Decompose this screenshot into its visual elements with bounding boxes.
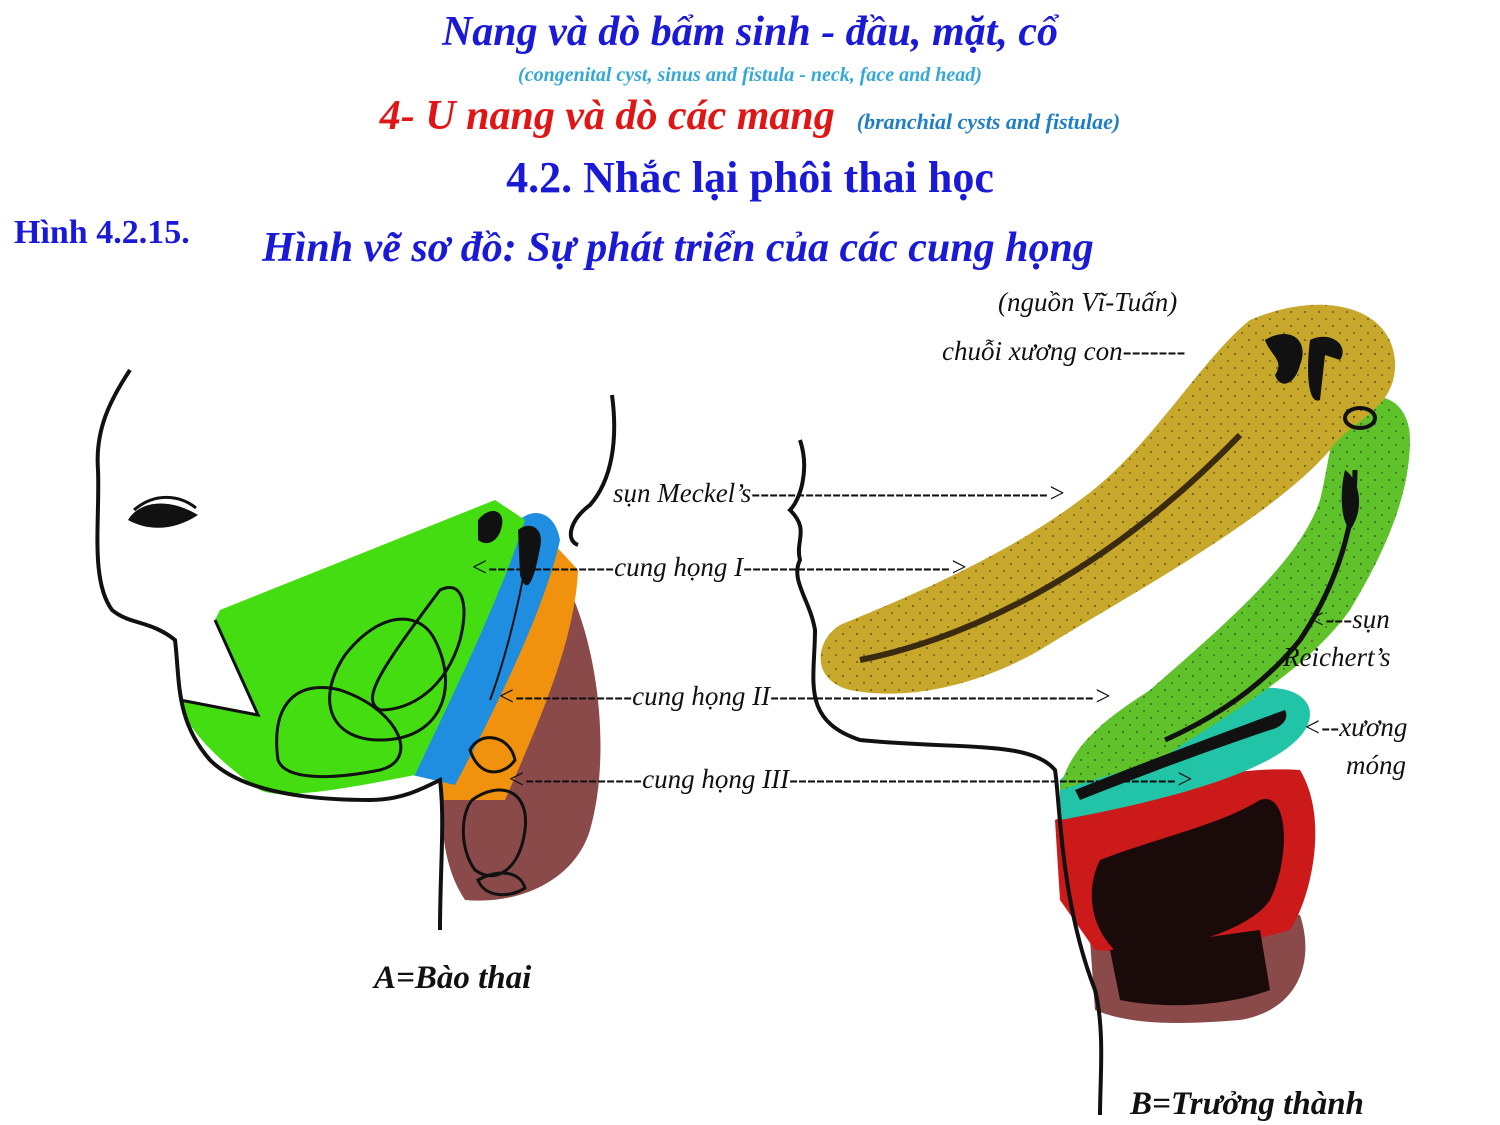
page-subtitle: (congenital cyst, sinus and fistula - ne… — [518, 64, 982, 86]
label-arch3: <-------------cung họng III-------------… — [507, 764, 1194, 794]
label-arch2: <-------------cung họng II--------------… — [497, 681, 1112, 711]
figure-source: (nguồn Vĩ-Tuấn) — [998, 287, 1178, 317]
label-hyoid-1: <--xương — [1303, 712, 1408, 742]
figure-title: Hình vẽ sơ đồ: Sự phát triển của các cun… — [262, 225, 1094, 271]
label-meckel: sụn Meckel’s----------------------------… — [613, 478, 1067, 508]
subsection-title: 4.2. Nhắc lại phôi thai học — [506, 153, 994, 202]
fetus-face-outline — [95, 368, 445, 931]
caption-fetus: A=Bào thai — [374, 960, 532, 996]
page-title: Nang và dò bẩm sinh - đầu, mặt, cổ — [441, 9, 1059, 55]
adult-meckel-cartilage — [859, 432, 1243, 663]
section-heading: 4- U nang và dò các mang (branchial cysts… — [0, 92, 1500, 140]
adult-figure — [787, 304, 1410, 1116]
label-ossicles: chuỗi xương con------- — [942, 336, 1186, 366]
adult-hyoid-bone — [1075, 710, 1287, 800]
adult-profile-outline — [787, 439, 1104, 1116]
caption-adult: B=Trưởng thành — [1130, 1086, 1364, 1122]
fetus-eye — [128, 503, 198, 528]
adult-larynx-cartilage — [1091, 799, 1284, 955]
label-reichert-2: Reichert’s — [1283, 642, 1391, 672]
label-arch1: <--------------cung họng I--------------… — [470, 552, 969, 582]
section-title: 4- U nang và dò các mang — [379, 93, 835, 139]
section-title-en: (branchial cysts and fistulae) — [856, 109, 1121, 134]
figure-number: Hình 4.2.15. — [14, 214, 190, 251]
label-reichert-1: <---sụn — [1307, 604, 1390, 634]
fetus-figure — [95, 368, 617, 931]
label-hyoid-2: móng — [1346, 750, 1406, 780]
adult-ossicles — [1265, 334, 1343, 401]
